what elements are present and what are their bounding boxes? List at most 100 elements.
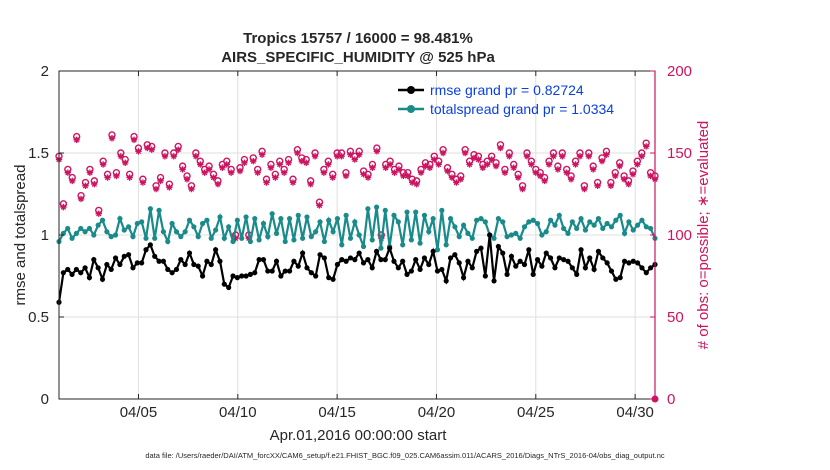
spread-point <box>300 235 306 241</box>
spread-point <box>517 235 523 241</box>
rmse-point <box>430 248 436 254</box>
obs-evaluated-marker <box>581 185 588 193</box>
rmse-point <box>326 275 332 281</box>
rmse-point <box>273 258 280 264</box>
rmse-point <box>343 258 349 264</box>
obs-evaluated-marker <box>563 169 570 176</box>
rmse-point <box>260 257 267 263</box>
spread-point <box>234 217 240 223</box>
obs-evaluated-marker <box>492 162 500 170</box>
rmse-point <box>643 270 649 276</box>
rmse-point <box>69 271 75 277</box>
spread-point <box>239 235 245 241</box>
rmse-point <box>378 257 384 263</box>
rmse-point <box>526 247 532 253</box>
spread-point <box>295 212 301 218</box>
rmse-point <box>408 268 414 274</box>
spread-point <box>465 230 471 236</box>
rmse-point <box>626 260 632 266</box>
rmse-point <box>134 260 140 266</box>
y-right-tick-label: 100 <box>667 227 692 244</box>
spread-point <box>260 220 267 227</box>
obs-evaluated-marker <box>73 136 80 144</box>
spread-point <box>360 243 367 250</box>
spread-point <box>182 229 188 235</box>
spread-point <box>634 222 641 228</box>
rmse-point <box>204 258 210 264</box>
obs-evaluated-marker <box>130 136 138 144</box>
obs-evaluated-marker <box>351 156 358 163</box>
rmse-point <box>295 263 301 269</box>
spread-point <box>86 225 93 232</box>
rmse-point <box>569 265 575 271</box>
obs-evaluated-marker <box>250 158 257 165</box>
obs-evaluated-marker <box>444 167 451 175</box>
obs-evaluated-marker <box>501 169 509 176</box>
spread-point <box>474 217 480 223</box>
obs-evaluated-marker <box>227 169 235 176</box>
rmse-point <box>426 261 432 268</box>
spread-point <box>626 219 632 225</box>
obs-evaluated-marker <box>497 144 504 152</box>
obs-evaluated-marker <box>629 171 637 178</box>
spread-point <box>365 206 371 212</box>
rmse-point <box>99 276 106 282</box>
obs-evaluated-marker <box>338 153 345 160</box>
spread-point <box>217 214 223 220</box>
obs-count-series <box>55 131 659 242</box>
x-tick-label: 04/20 <box>418 404 456 421</box>
rmse-point <box>452 252 458 258</box>
spread-point <box>356 232 362 238</box>
obs-evaluated-marker <box>360 171 367 178</box>
spread-point <box>121 227 127 233</box>
obs-evaluated-marker <box>192 153 200 160</box>
obs-evaluated-marker <box>311 153 319 160</box>
spread-point <box>199 220 206 227</box>
obs-evaluated-marker <box>170 153 177 160</box>
rmse-point <box>86 275 93 281</box>
legend-spread-marker <box>407 105 415 113</box>
obs-evaluated-marker <box>545 161 553 168</box>
rmse-point <box>143 247 149 253</box>
rmse-point <box>460 275 467 281</box>
obs-evaluated-marker <box>95 210 102 217</box>
obs-evaluated-marker <box>620 176 628 183</box>
obs-evaluated-marker <box>638 153 645 160</box>
obs-evaluated-marker <box>307 180 314 188</box>
rmse-point <box>456 260 462 266</box>
spread-point <box>391 212 397 218</box>
obs-evaluated-marker <box>364 174 372 181</box>
spread-point <box>73 230 80 236</box>
rmse-point <box>226 284 232 291</box>
obs-evaluated-marker <box>210 174 217 181</box>
obs-evaluated-marker <box>514 174 522 181</box>
rmse-point <box>469 265 475 271</box>
rmse-point <box>387 245 393 251</box>
rmse-point <box>265 268 271 274</box>
obs-evaluated-marker <box>144 144 151 152</box>
spread-point <box>421 212 428 218</box>
obs-evaluated-marker <box>457 176 464 183</box>
obs-evaluated-marker <box>470 154 478 162</box>
obs-evaluated-marker <box>634 161 641 168</box>
rmse-point <box>639 265 645 271</box>
spread-point <box>478 216 484 222</box>
chart-title-line2: AIRS_SPECIFIC_HUMIDITY @ 525 hPa <box>221 49 495 66</box>
rmse-point <box>465 258 471 264</box>
spread-point <box>456 234 462 240</box>
spread-point <box>178 234 184 240</box>
rmse-point <box>578 247 584 253</box>
spread-point <box>565 230 571 236</box>
obs-evaluated-marker <box>537 172 544 180</box>
rmse-point <box>121 253 127 259</box>
rmse-point <box>352 257 358 263</box>
spread-point <box>108 234 114 240</box>
rmse-point <box>534 257 541 263</box>
rmse-point <box>321 255 327 261</box>
rmse-point <box>434 268 441 274</box>
rmse-point <box>139 260 145 266</box>
rmse-point <box>539 263 545 269</box>
obs-evaluated-marker <box>382 164 389 171</box>
obs-evaluated-marker <box>113 172 120 180</box>
rmse-point <box>360 260 367 266</box>
